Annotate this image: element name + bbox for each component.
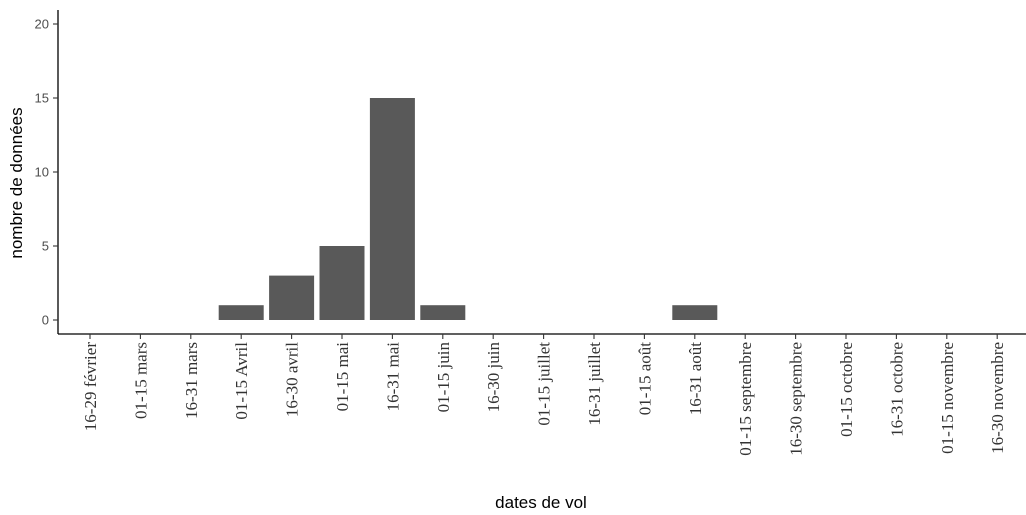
bar [269, 275, 315, 320]
x-tick-label: 16-31 mars [182, 342, 201, 419]
y-tick-label: 10 [35, 165, 49, 180]
x-tick-label: 16-30 novembre [988, 342, 1007, 454]
x-tick-label: 01-15 août [635, 342, 654, 415]
x-tick-label: 01-15 juillet [535, 342, 554, 426]
x-tick-label: 16-30 septembre [787, 342, 806, 456]
y-tick-label: 20 [35, 17, 49, 32]
bar [420, 305, 466, 320]
x-tick-label: 01-15 mars [131, 342, 150, 419]
bar [369, 98, 415, 320]
y-tick-label: 15 [35, 91, 49, 106]
bars-group [218, 98, 718, 320]
x-tick-label: 01-15 Avril [232, 342, 251, 420]
x-tick-label: 01-15 juin [434, 342, 453, 413]
x-tick-label: 16-31 octobre [887, 342, 906, 437]
x-tick-label: 01-15 octobre [837, 342, 856, 437]
y-axis-title: nombre de données [7, 107, 26, 258]
x-tick-label: 16-30 juin [484, 342, 503, 413]
bar [218, 305, 264, 320]
y-tick-label: 5 [42, 239, 49, 254]
x-tick-label: 16-31 juillet [585, 342, 604, 426]
x-tick-label: 01-15 mai [333, 342, 352, 412]
x-tick-label: 16-30 avril [283, 342, 302, 417]
x-axis: 16-29 février 01-15 mars 16-31 mars 01-15 A… [58, 333, 1026, 456]
bar [672, 305, 718, 320]
x-axis-title: dates de vol [495, 493, 587, 512]
x-tick-label: 16-29 février [81, 342, 100, 432]
bar [319, 246, 365, 320]
y-tick-label: 0 [42, 313, 49, 328]
x-tick-label: 16-31 mai [383, 342, 402, 412]
x-tick-label: 16-31 août [686, 342, 705, 415]
x-tick-label: 01-15 novembre [938, 342, 957, 454]
x-tick-label: 01-15 septembre [736, 342, 755, 456]
y-axis: 0 5 10 15 20 [35, 10, 59, 334]
